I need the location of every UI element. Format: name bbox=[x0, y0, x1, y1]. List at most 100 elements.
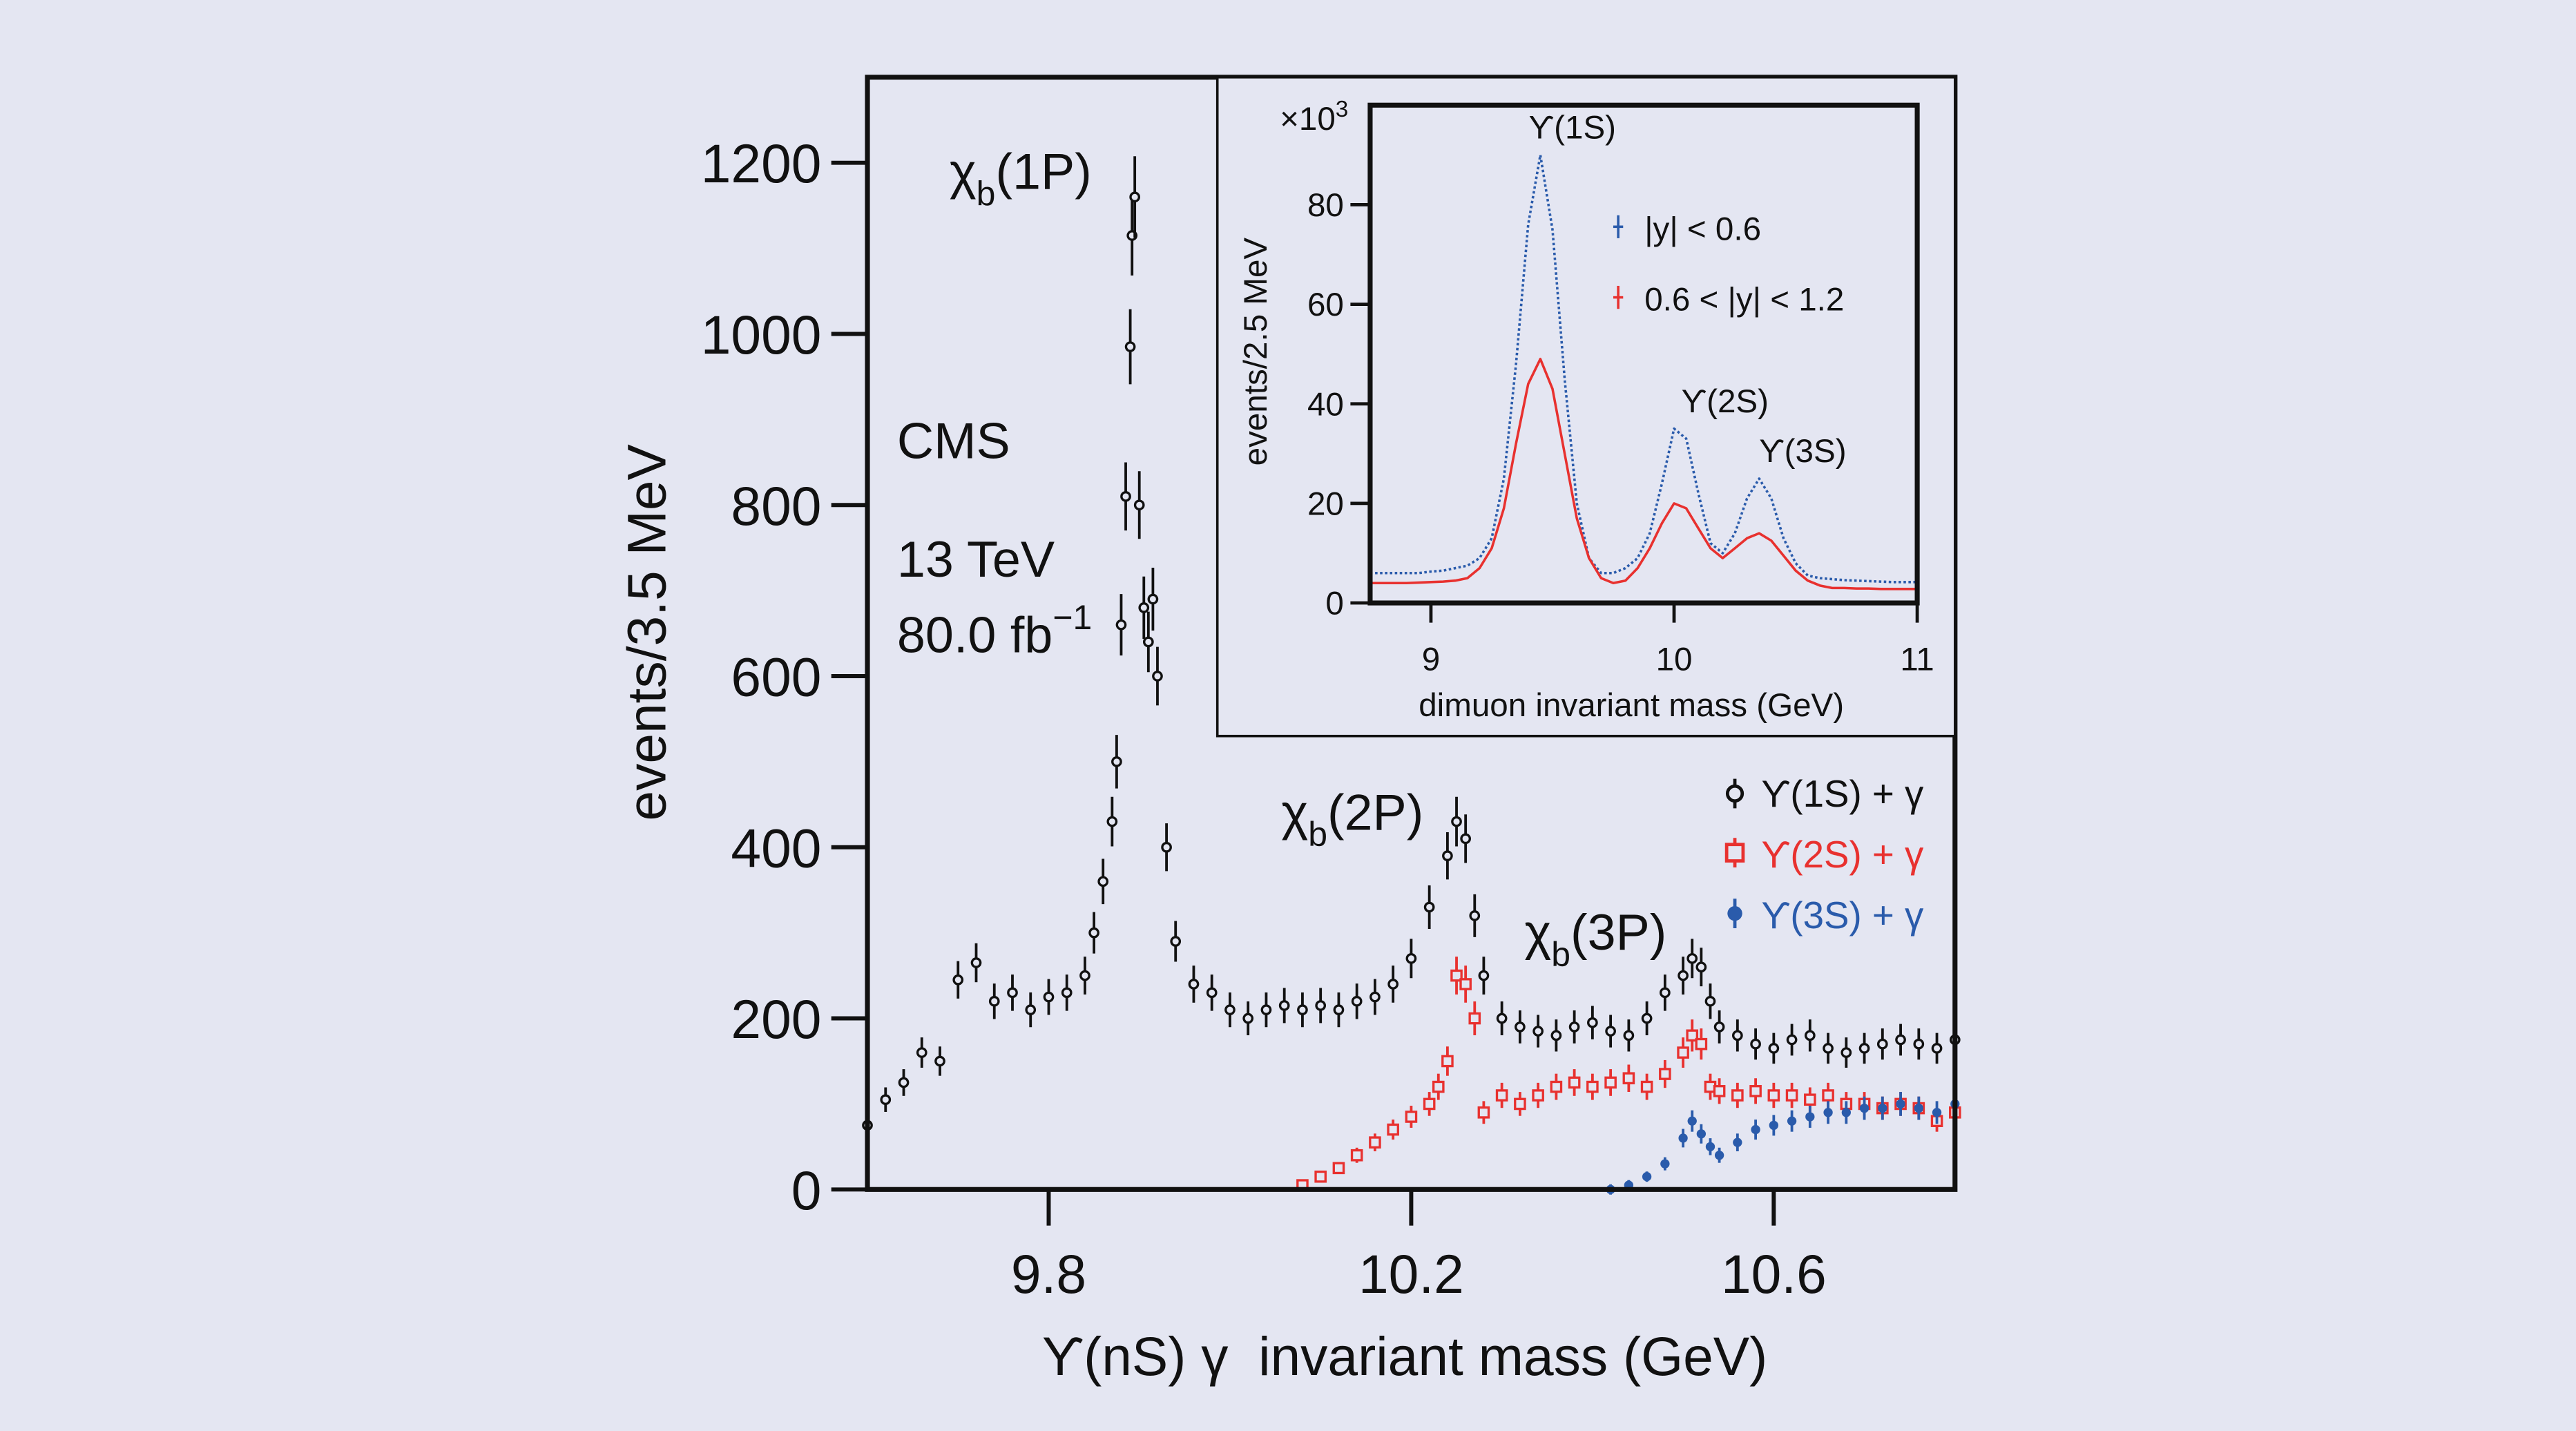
data-point bbox=[1106, 796, 1118, 847]
data-point bbox=[1111, 735, 1122, 789]
inset-peak-labels: ϒ(1S) ϒ(2S) ϒ(3S) bbox=[1528, 110, 1846, 470]
energy-label: 13 TeV bbox=[897, 530, 1055, 588]
data-point bbox=[1769, 1115, 1779, 1136]
data-point bbox=[1876, 1028, 1888, 1060]
x-tick-label: 10.6 bbox=[1721, 1244, 1827, 1305]
data-point bbox=[1469, 894, 1481, 937]
inset-x-tick-label: 10 bbox=[1656, 642, 1693, 678]
inset-peak-label: ϒ(1S) bbox=[1528, 110, 1616, 146]
data-point bbox=[1351, 983, 1363, 1019]
data-point bbox=[1496, 1001, 1508, 1036]
y-tick-label: 1000 bbox=[701, 305, 822, 365]
data-point bbox=[1895, 1024, 1906, 1056]
data-point bbox=[1678, 957, 1689, 995]
data-point bbox=[1188, 966, 1200, 1003]
data-point bbox=[1750, 1028, 1761, 1060]
data-point bbox=[1142, 611, 1154, 673]
data-point bbox=[1840, 1037, 1852, 1068]
data-point bbox=[1568, 1069, 1581, 1096]
inset-x-axis-label: dimuon invariant mass (GeV) bbox=[1419, 687, 1844, 724]
data-point bbox=[1695, 1028, 1708, 1060]
inset-legend-item-forward: 0.6 < |y| < 1.2 bbox=[1613, 282, 1844, 318]
data-point bbox=[1767, 1082, 1780, 1108]
inset-data-marks bbox=[1369, 153, 1918, 590]
main-data-marks bbox=[862, 156, 1961, 1195]
data-point bbox=[1568, 1010, 1580, 1044]
data-point bbox=[1695, 948, 1707, 987]
data-point bbox=[1088, 912, 1099, 954]
inset-x-tick-label: 11 bbox=[1900, 642, 1934, 678]
data-point bbox=[1451, 796, 1462, 847]
data-point bbox=[1696, 1124, 1707, 1144]
data-point bbox=[1704, 983, 1716, 1019]
data-point bbox=[1138, 576, 1150, 640]
data-point bbox=[1713, 1078, 1726, 1104]
main-y-axis-label: events/3.5 MeV bbox=[616, 444, 677, 821]
data-point bbox=[1859, 1096, 1869, 1120]
data-point bbox=[1278, 988, 1290, 1024]
data-point bbox=[1333, 992, 1345, 1028]
data-point bbox=[1224, 992, 1236, 1028]
data-point bbox=[1369, 979, 1381, 1015]
inset-plot: 0 20 40 60 80 9 10 11 events/2.5 MeV dimuon inv… bbox=[1215, 76, 1957, 738]
data-point bbox=[1550, 1073, 1563, 1100]
data-point bbox=[1350, 1147, 1363, 1163]
data-point bbox=[1297, 992, 1308, 1028]
data-point bbox=[1604, 1069, 1617, 1096]
legend-marker-filled-circle-icon bbox=[1727, 905, 1742, 921]
data-point bbox=[1405, 939, 1417, 979]
y-tick-label: 200 bbox=[731, 989, 821, 1050]
inset-y-scale-label: ×103 bbox=[1280, 97, 1348, 137]
data-point bbox=[1605, 1015, 1616, 1048]
data-point bbox=[1514, 1092, 1526, 1116]
inset-y-tick-label: 0 bbox=[1325, 586, 1343, 622]
inset-peak-label: ϒ(2S) bbox=[1681, 383, 1769, 420]
data-point bbox=[916, 1037, 927, 1068]
x-tick-label: 9.8 bbox=[1011, 1244, 1086, 1305]
data-point bbox=[1731, 1082, 1744, 1108]
data-point bbox=[1369, 1133, 1381, 1151]
inset-legend-label-central: |y| < 0.6 bbox=[1644, 211, 1761, 247]
legend-item-y1s: ϒ(1S) + γ bbox=[1725, 772, 1924, 815]
data-point bbox=[1124, 309, 1136, 385]
data-point bbox=[1079, 957, 1090, 995]
data-point bbox=[1532, 1082, 1544, 1108]
data-point bbox=[1705, 1138, 1715, 1155]
y-tick-label: 400 bbox=[731, 818, 821, 878]
data-point bbox=[1660, 1157, 1670, 1171]
data-point bbox=[1133, 471, 1145, 539]
inset-y-tick-label: 80 bbox=[1307, 187, 1344, 224]
chi-b-1p-label: χb(1P) bbox=[950, 143, 1092, 213]
data-point bbox=[880, 1087, 892, 1112]
data-point bbox=[1587, 1006, 1598, 1039]
legend-label-y3s: ϒ(3S) + γ bbox=[1761, 894, 1924, 937]
data-point bbox=[1161, 823, 1172, 872]
series-1 bbox=[862, 156, 1961, 1136]
inset-y-tick-label: 40 bbox=[1307, 386, 1344, 423]
data-point bbox=[1442, 832, 1453, 880]
legend-item-y3s: ϒ(3S) + γ bbox=[1727, 894, 1924, 937]
data-point bbox=[1387, 1120, 1399, 1140]
data-point bbox=[1532, 1015, 1544, 1048]
inset-legend-item-central: |y| < 0.6 bbox=[1613, 211, 1761, 247]
data-point bbox=[1097, 858, 1109, 905]
data-point bbox=[1147, 568, 1159, 631]
data-point bbox=[1129, 156, 1141, 238]
data-point bbox=[1687, 1110, 1697, 1132]
data-point bbox=[1170, 921, 1182, 962]
data-point bbox=[1768, 1033, 1780, 1064]
data-point bbox=[1686, 1019, 1699, 1052]
data-point bbox=[1314, 1170, 1327, 1183]
data-point bbox=[1550, 1019, 1562, 1052]
data-point bbox=[898, 1069, 910, 1096]
data-point bbox=[952, 961, 964, 999]
data-point bbox=[1061, 974, 1073, 1011]
chi-b-2p-label: χb(2P) bbox=[1281, 783, 1423, 854]
data-point bbox=[1152, 646, 1163, 706]
data-point bbox=[1623, 1019, 1635, 1052]
data-point bbox=[1932, 1101, 1942, 1124]
data-point bbox=[1823, 1101, 1833, 1124]
